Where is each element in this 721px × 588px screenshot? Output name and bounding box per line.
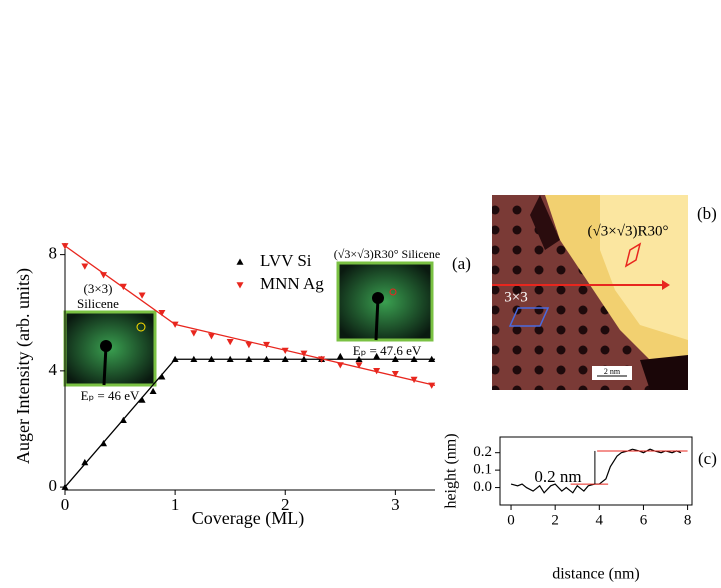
y-tick-label: 0.1 bbox=[473, 462, 492, 478]
annotation: Eₚ = 46 eV bbox=[81, 388, 140, 403]
annotation: (c) bbox=[698, 449, 717, 468]
y-tick-label: 0 bbox=[49, 476, 58, 495]
leed-inset-right bbox=[338, 263, 432, 340]
annotation: Eₚ = 47.6 eV bbox=[353, 343, 422, 358]
x-tick-label: 8 bbox=[684, 512, 692, 528]
legend-marker bbox=[237, 259, 244, 265]
legend-marker bbox=[237, 282, 244, 288]
y-tick-label: 0.0 bbox=[473, 479, 492, 495]
annotation: (3×3) bbox=[84, 281, 113, 296]
annotation: 0.2 nm bbox=[534, 467, 581, 486]
annotation: 3×3 bbox=[504, 289, 527, 305]
x-tick-label: 0 bbox=[507, 512, 515, 528]
annotation: (b) bbox=[697, 204, 717, 223]
x-axis-label: Coverage (ML) bbox=[192, 508, 304, 529]
annotation: (√3×√3)R30° bbox=[588, 223, 669, 239]
data-point bbox=[139, 293, 146, 299]
data-point bbox=[337, 353, 344, 359]
annotation: (√3×√3)R30° Silicene bbox=[334, 247, 440, 261]
y-tick-label: 4 bbox=[49, 360, 58, 379]
page: 0 1 2 3 0 4 8 Coverage (ML) Auger Intensity (arb… bbox=[0, 0, 721, 588]
annotation: 2 nm bbox=[604, 367, 621, 376]
x-tick-label: 3 bbox=[391, 495, 400, 514]
leed-inset-left bbox=[65, 312, 155, 385]
y-tick-label: 0.2 bbox=[473, 444, 492, 460]
data-point bbox=[227, 339, 234, 345]
x-tick-label: 2 bbox=[551, 512, 559, 528]
annotation: (a) bbox=[452, 254, 471, 273]
legend-label: MNN Ag bbox=[260, 274, 324, 293]
data-point bbox=[190, 330, 197, 336]
legend-label: LVV Si bbox=[260, 251, 312, 270]
x-tick-label: 6 bbox=[640, 512, 648, 528]
x-tick-label: 4 bbox=[596, 512, 604, 528]
y-axis-label: Auger Intensity (arb. units) bbox=[13, 268, 34, 464]
x-tick-label: 1 bbox=[171, 495, 180, 514]
x-tick-label: 0 bbox=[61, 495, 70, 514]
y-tick-label: 8 bbox=[49, 244, 58, 263]
figure: 0 1 2 3 0 4 8 Coverage (ML) Auger Intensity (arb… bbox=[0, 0, 721, 588]
data-point bbox=[81, 263, 88, 269]
y-axis-label: height (nm) bbox=[443, 433, 460, 508]
plot-frame bbox=[500, 437, 692, 505]
annotation: Silicene bbox=[77, 296, 119, 311]
x-axis-label: distance (nm) bbox=[552, 566, 640, 583]
